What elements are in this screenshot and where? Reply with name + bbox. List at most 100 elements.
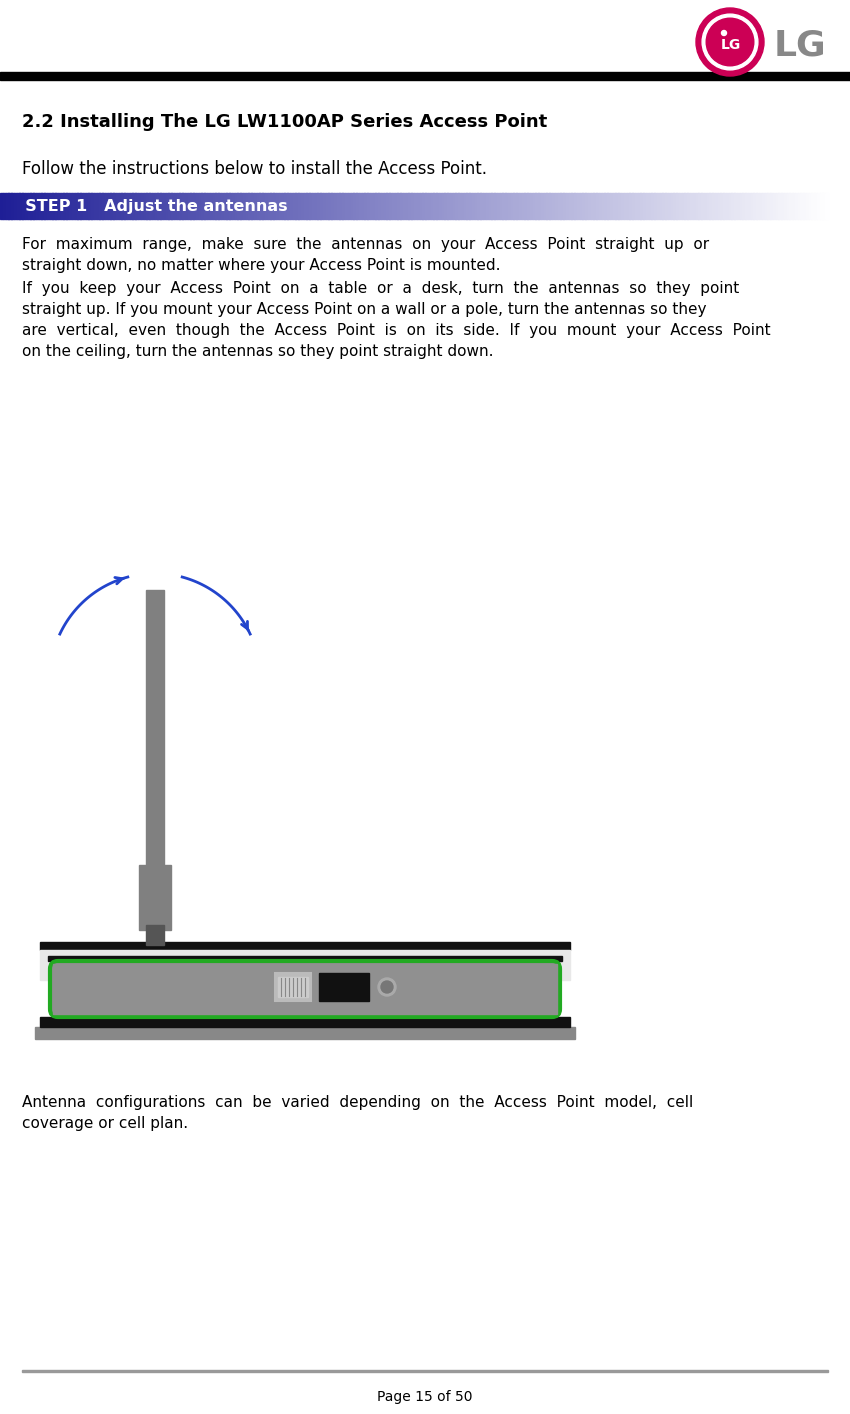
Bar	[224, 192, 227, 219]
Bar	[343, 192, 345, 219]
Bar	[190, 192, 194, 219]
Bar	[467, 192, 470, 219]
Bar	[560, 192, 564, 219]
Bar	[693, 192, 696, 219]
Bar	[27, 192, 31, 219]
Bar	[496, 192, 500, 219]
Bar	[474, 192, 478, 219]
Bar	[640, 192, 643, 219]
Bar	[786, 192, 790, 219]
Bar	[133, 192, 136, 219]
Bar	[491, 192, 495, 219]
Bar	[814, 192, 818, 219]
Bar	[193, 192, 196, 219]
Bar	[221, 192, 224, 219]
Text: LG: LG	[721, 38, 741, 52]
Bar	[127, 192, 130, 219]
Bar	[42, 192, 45, 219]
Bar	[618, 192, 621, 219]
Bar	[801, 192, 803, 219]
Bar	[585, 192, 588, 219]
Bar	[301, 192, 304, 219]
Bar	[306, 192, 309, 219]
Bar	[55, 192, 59, 219]
Bar	[94, 192, 97, 219]
Bar	[389, 192, 393, 219]
Bar	[662, 192, 666, 219]
Bar	[400, 192, 404, 219]
Bar	[44, 192, 48, 219]
Bar	[251, 192, 254, 219]
Bar	[728, 192, 732, 219]
Text: LG: LG	[774, 28, 826, 62]
Bar	[350, 192, 354, 219]
Bar	[748, 192, 751, 219]
Bar	[11, 192, 14, 219]
Bar	[275, 973, 311, 1001]
Bar	[795, 192, 798, 219]
Bar	[91, 192, 94, 219]
Bar	[591, 192, 594, 219]
Bar	[596, 192, 599, 219]
Bar	[764, 192, 768, 219]
Bar	[146, 192, 150, 219]
Bar	[71, 192, 75, 219]
Bar	[450, 192, 453, 219]
Bar	[527, 192, 530, 219]
Bar	[185, 192, 188, 219]
Bar	[416, 192, 420, 219]
Bar	[168, 192, 172, 219]
Bar	[80, 192, 83, 219]
Bar	[171, 192, 174, 219]
Bar	[720, 192, 723, 219]
Bar	[334, 192, 337, 219]
Circle shape	[706, 18, 754, 66]
Bar	[298, 192, 302, 219]
Bar	[116, 192, 119, 219]
Bar	[453, 192, 456, 219]
Text: Antenna  configurations  can  be  varied  depending  on  the  Access  Point  mod: Antenna configurations can be varied dep…	[22, 1094, 694, 1110]
Bar	[792, 192, 796, 219]
Text: STEP 1   Adjust the antennas: STEP 1 Adjust the antennas	[14, 199, 287, 215]
Bar	[292, 192, 296, 219]
Bar	[753, 192, 756, 219]
Bar	[218, 192, 221, 219]
Bar	[806, 192, 809, 219]
Bar	[365, 192, 367, 219]
Bar	[361, 192, 365, 219]
Bar	[797, 192, 801, 219]
Bar	[712, 192, 716, 219]
Bar	[582, 192, 586, 219]
Bar	[25, 192, 28, 219]
Bar	[392, 192, 395, 219]
Bar	[5, 192, 8, 219]
Bar	[312, 192, 315, 219]
Bar	[808, 192, 812, 219]
Bar	[284, 192, 287, 219]
Bar	[511, 192, 514, 219]
Bar	[157, 192, 161, 219]
Bar	[88, 192, 92, 219]
Bar	[690, 192, 694, 219]
Bar	[279, 192, 282, 219]
Bar	[210, 192, 213, 219]
Bar	[699, 192, 701, 219]
Bar	[309, 192, 313, 219]
Text: 2.2 Installing The LG LW1100AP Series Access Point: 2.2 Installing The LG LW1100AP Series Ac…	[22, 113, 547, 132]
Bar	[555, 192, 558, 219]
Bar	[152, 192, 155, 219]
Bar	[207, 192, 210, 219]
Bar	[666, 192, 668, 219]
Bar	[580, 192, 583, 219]
Bar	[99, 192, 103, 219]
Bar	[621, 192, 624, 219]
Bar	[8, 192, 12, 219]
Bar	[604, 192, 608, 219]
Bar	[201, 192, 205, 219]
Bar	[3, 192, 6, 219]
Bar	[436, 192, 439, 219]
Bar	[179, 192, 183, 219]
Bar	[240, 192, 243, 219]
Bar	[320, 192, 323, 219]
Bar	[174, 192, 177, 219]
